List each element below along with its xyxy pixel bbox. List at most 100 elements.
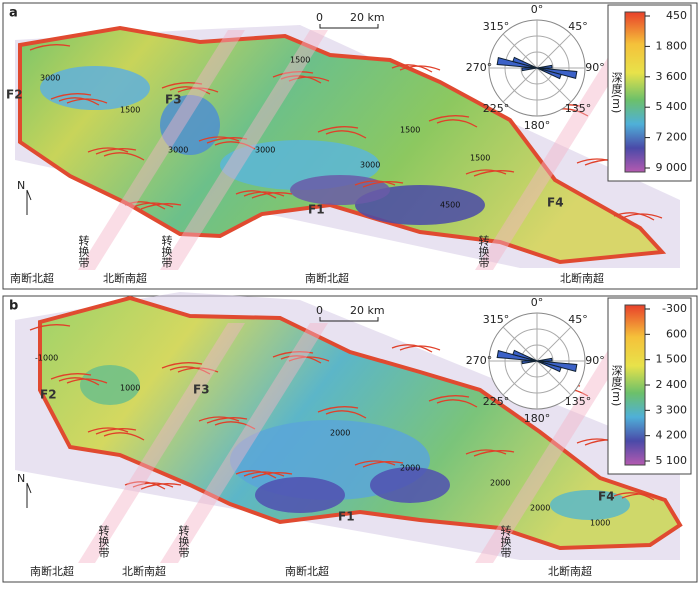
fault-trace <box>436 119 478 128</box>
colorbar-tick-label: -300 <box>662 302 687 315</box>
fault-label: F1 <box>308 203 325 217</box>
rose-label: 180° <box>524 119 551 132</box>
transfer-band <box>475 323 643 563</box>
legend-box <box>607 297 692 475</box>
fault-trace <box>428 395 470 402</box>
transfer-zone-label: 转换带 <box>160 234 173 269</box>
fault-trace <box>317 126 359 133</box>
fault-trace <box>169 366 211 375</box>
depth-zone <box>550 490 630 520</box>
depth-zone <box>255 477 345 513</box>
contour-label: 3000 <box>255 146 275 155</box>
transfer-zone-label: 转换带 <box>177 524 190 559</box>
fault-trace <box>124 481 166 490</box>
scale-bar <box>319 24 379 29</box>
rose-petal <box>536 67 562 80</box>
colorbar-tick-label: 3 600 <box>656 70 688 83</box>
rose-label: 45° <box>568 20 588 33</box>
fault-trace <box>235 190 277 199</box>
transfer-band <box>475 30 643 270</box>
rose-label: 270° <box>466 61 493 74</box>
contour-label: 2000 <box>530 504 550 513</box>
contour-label: 1000 <box>590 519 610 528</box>
contour-label: 3000 <box>168 146 188 155</box>
colorbar-tick-label: 1 800 <box>656 39 688 52</box>
contour-label: 1500 <box>400 126 420 135</box>
panel: a 0 20 km N 0° 45° 90° 135° 180° 225° 270° 315° 450 1… <box>2 2 698 290</box>
fault-trace <box>198 416 240 422</box>
rose-petal <box>512 56 538 69</box>
depth-zone <box>355 185 485 225</box>
north-arrow <box>26 189 32 215</box>
zone-label: 北断南超 <box>103 271 147 285</box>
rose-label: 270° <box>466 354 493 367</box>
panel-label: b <box>9 299 18 314</box>
map <box>18 25 667 265</box>
fault-label: F4 <box>547 196 564 210</box>
rose-petal <box>512 349 538 362</box>
zone-label: 北断南超 <box>548 564 592 578</box>
fault-trace <box>354 180 396 186</box>
rose-label: 225° <box>483 395 510 408</box>
contour-label: 3000 <box>40 74 60 83</box>
contour-label: 1000 <box>120 384 140 393</box>
transfer-band <box>160 30 328 270</box>
fault-label: F3 <box>165 93 182 107</box>
rose-petal <box>521 67 538 72</box>
fault-trace <box>87 147 129 153</box>
legend-title: 深度(m) <box>610 365 623 407</box>
colorbar <box>624 11 646 173</box>
fault-trace <box>280 75 322 84</box>
scale-end: 20 km <box>350 11 385 24</box>
rose-label: 135° <box>565 395 592 408</box>
colorbar-tick-label: 2 400 <box>656 378 688 391</box>
colorbar-tick-label: 3 300 <box>656 403 688 416</box>
depth-zone <box>370 467 450 503</box>
contour-label: -1000 <box>35 354 58 363</box>
fault-label: F1 <box>338 510 355 524</box>
rose-label: 315° <box>483 313 510 326</box>
transfer-band <box>78 30 245 270</box>
fault-trace <box>613 212 655 221</box>
fault-trace <box>29 324 71 331</box>
fault-trace <box>58 377 100 386</box>
fault-trace <box>613 492 655 501</box>
legend-title: 深度(m) <box>610 72 623 114</box>
fault-label: F2 <box>6 88 23 102</box>
fault-trace <box>103 432 145 441</box>
fault-trace <box>169 86 211 95</box>
contour-label: 1500 <box>290 56 310 65</box>
fault-trace <box>325 410 367 419</box>
fault-trace <box>317 406 359 413</box>
panel-frame <box>2 2 698 290</box>
legend-box <box>607 4 692 182</box>
colorbar-tick-label: 1 500 <box>656 353 688 366</box>
colorbar-tick-label: 600 <box>666 327 687 340</box>
fault-trace <box>58 97 100 106</box>
contour-label: 1500 <box>120 106 140 115</box>
contour-label: 3000 <box>360 161 380 170</box>
north-label: N <box>17 472 25 485</box>
fault-label: F2 <box>40 388 57 402</box>
colorbar-tick-label: 5 400 <box>656 100 688 113</box>
fault-trace <box>428 115 470 122</box>
fault-trace <box>214 141 256 150</box>
rose-petal <box>536 64 553 69</box>
scale-start: 0 <box>316 11 323 24</box>
zone-label: 南断北超 <box>285 564 329 578</box>
rose-petal <box>521 360 538 365</box>
scale-end: 20 km <box>350 304 385 317</box>
colorbar-tick-label: 7 200 <box>656 131 688 144</box>
transfer-zone-label: 转换带 <box>477 234 490 269</box>
fault-trace <box>272 71 314 78</box>
rose-petal <box>536 360 562 373</box>
fault-trace <box>436 399 478 408</box>
rose-label: 135° <box>565 102 592 115</box>
zone-label: 北断南超 <box>122 564 166 578</box>
contour-label: 4500 <box>440 201 460 210</box>
fault-trace <box>325 130 367 139</box>
panel-label: a <box>9 6 18 21</box>
map <box>29 295 683 551</box>
colorbar-tick-label: 5 100 <box>656 454 688 467</box>
